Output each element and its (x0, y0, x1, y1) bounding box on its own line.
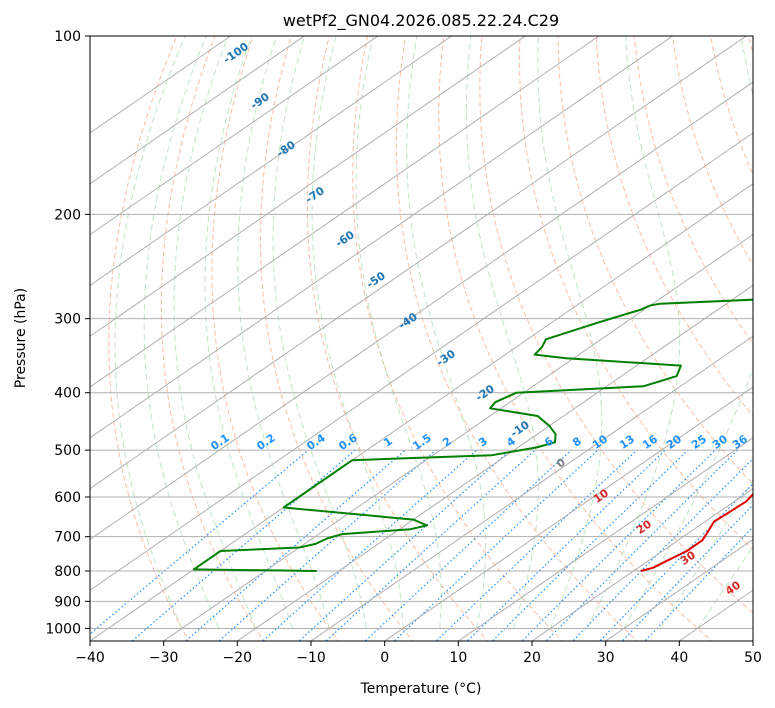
x-tick-label: 30 (597, 650, 615, 666)
mixing-ratio-line (325, 449, 536, 641)
moist-adiabat (465, 36, 539, 629)
dry-adiabat (259, 36, 414, 641)
series-line-2 (192, 298, 753, 572)
y-tick-label: 600 (54, 490, 81, 506)
x-tick-label: 50 (744, 650, 762, 666)
x-tick-label: 40 (670, 650, 688, 666)
x-tick-label: −20 (223, 650, 253, 666)
mixing-ratio-line (545, 449, 738, 641)
plot-frame (89, 35, 754, 642)
moist-adiabat (623, 36, 753, 629)
isotherm (90, 81, 753, 540)
isotherm (310, 335, 753, 641)
moist-adiabat (272, 36, 367, 629)
isotherm (90, 36, 673, 439)
y-tick-label: 400 (54, 386, 81, 402)
mixing-ratio-line (521, 449, 716, 641)
moist-adiabat (237, 36, 330, 629)
x-tick-label: −30 (149, 650, 179, 666)
dry-adiabat (438, 36, 713, 641)
dry-adiabat (160, 36, 265, 641)
y-tick-label: 200 (54, 207, 81, 223)
moist-adiabat (204, 36, 293, 629)
dry-adiabat (211, 36, 339, 641)
y-axis-label: Pressure (hPa) (13, 288, 29, 388)
dry-adiabat (396, 36, 638, 641)
moist-adiabat (143, 36, 220, 629)
moist-adiabat (537, 36, 603, 629)
y-tick-label: 500 (54, 443, 81, 459)
y-tick-label: 100 (54, 29, 81, 45)
isotherm (237, 284, 753, 641)
dry-adiabat (633, 36, 753, 345)
isotherm (163, 233, 753, 641)
y-tick-label: 1000 (45, 621, 81, 637)
isotherm (90, 36, 379, 236)
x-axis: −40 −30 −20 −10 0 10 20 30 40 50 (75, 641, 762, 666)
isotherm (531, 487, 753, 641)
dry-adiabat (557, 36, 753, 485)
isotherm (90, 36, 526, 337)
isotherm (90, 36, 600, 388)
isotherm (90, 36, 305, 185)
mixing-ratio-line (571, 457, 753, 641)
moist-adiabat (173, 36, 256, 629)
isotherm (90, 36, 747, 490)
mixing-ratio-line (90, 449, 309, 635)
moist-adiabat (311, 36, 404, 629)
isotherm (90, 183, 753, 641)
y-tick-label: 700 (54, 530, 81, 546)
x-tick-label: 0 (380, 650, 389, 666)
dry-adiabat (672, 36, 753, 267)
profile-series (192, 298, 753, 572)
isotherm (458, 437, 753, 641)
moist-adiabat (114, 36, 186, 629)
moist-adiabat (355, 36, 442, 629)
y-axis: 100 200 300 400 500 600 700 800 900 1000 (45, 29, 90, 637)
isotherm (605, 538, 753, 641)
isotherm (384, 386, 753, 641)
background-reference-lines (90, 36, 753, 641)
y-tick-label: 900 (54, 594, 81, 610)
mixing-ratio-line (599, 482, 753, 641)
dry-adiabat (108, 36, 190, 641)
series-line-1 (640, 492, 753, 572)
isotherm (90, 36, 452, 286)
x-tick-label: 20 (523, 650, 541, 666)
mixing-ratio-line (298, 449, 511, 641)
x-axis-label: Temperature (°C) (360, 681, 482, 697)
dry-adiabat (519, 36, 753, 551)
moist-adiabat (697, 545, 753, 629)
x-tick-label: 10 (449, 650, 467, 666)
moist-adiabat (586, 36, 681, 629)
mixing-ratio-line (466, 449, 666, 641)
isotherm (90, 132, 753, 591)
y-tick-label: 300 (54, 312, 81, 328)
x-tick-label: −40 (75, 650, 105, 666)
mixing-ratio-line (621, 504, 753, 641)
chart-title: wetPf2_GN04.2026.085.22.24.C29 (283, 11, 559, 31)
x-tick-label: −10 (296, 650, 326, 666)
y-tick-label: 800 (54, 564, 81, 580)
